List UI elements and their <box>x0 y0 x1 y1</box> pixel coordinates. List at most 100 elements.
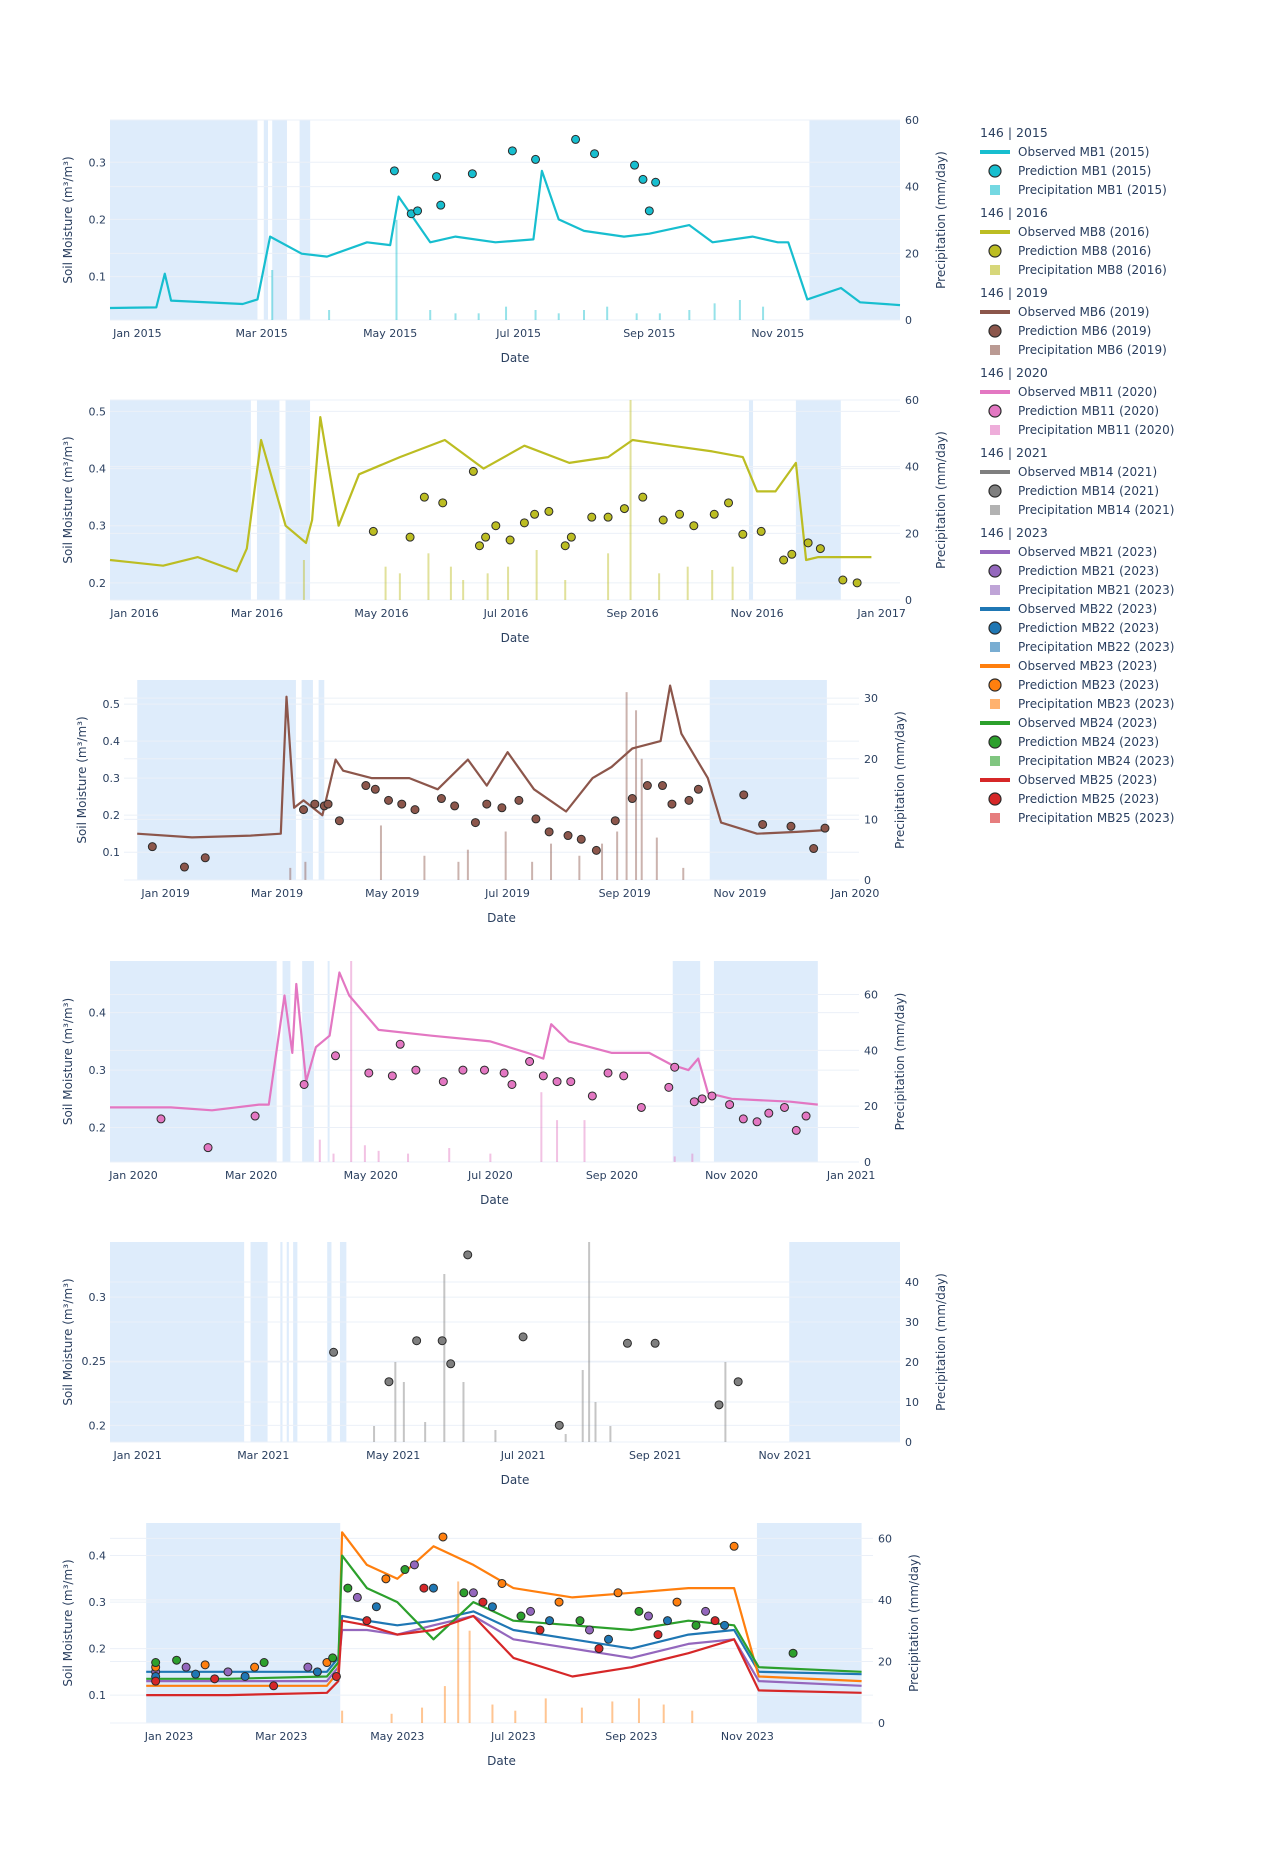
legend-item-label: Precipitation MB23 (2023) <box>1018 697 1174 711</box>
x-tick-label: Mar 2016 <box>231 607 283 620</box>
precip-bar <box>377 1150 380 1162</box>
prediction-marker <box>478 1597 488 1607</box>
precip-bar <box>688 310 691 320</box>
prediction-marker <box>322 1658 332 1668</box>
legend-bar-swatch <box>990 756 1000 766</box>
precip-bar <box>462 580 465 600</box>
shaded-period <box>327 961 330 1162</box>
prediction-marker <box>720 1620 730 1630</box>
prediction-marker <box>409 1560 419 1570</box>
legend-item-label: Prediction MB6 (2019) <box>1018 324 1151 338</box>
y-tick-label: 0.4 <box>89 1007 107 1020</box>
prediction-marker <box>352 1592 362 1602</box>
prediction-marker <box>269 1681 279 1691</box>
precip-bar <box>724 1362 727 1442</box>
prediction-marker <box>530 509 540 519</box>
prediction-marker <box>497 1578 507 1588</box>
y2-tick-label: 40 <box>905 181 919 194</box>
precip-bar <box>363 1145 366 1162</box>
precip-bar <box>691 1710 694 1723</box>
y-axis-title: Soil Moisture (m³/m³) <box>75 716 89 843</box>
precip-bar <box>594 1402 597 1442</box>
x-tick-label: Jan 2023 <box>144 1730 193 1743</box>
prediction-marker <box>487 1602 497 1612</box>
x-tick-label: Jul 2016 <box>483 607 529 620</box>
y2-tick-label: 60 <box>905 114 919 127</box>
prediction-marker <box>370 784 380 794</box>
prediction-marker <box>419 492 429 502</box>
x-tick-label: Nov 2019 <box>713 887 766 900</box>
precip-bar <box>457 1581 460 1723</box>
legend-item-label: Observed MB1 (2015) <box>1018 145 1149 159</box>
prediction-marker <box>519 518 529 528</box>
legend-bar-swatch <box>990 345 1000 355</box>
prediction-marker <box>499 1068 509 1078</box>
precip-bar <box>635 313 638 320</box>
y-axis-title: Soil Moisture (m³/m³) <box>61 1278 75 1405</box>
precip-bar <box>583 1120 586 1162</box>
precip-bar <box>390 1713 393 1723</box>
legend-bar-swatch <box>990 185 1000 195</box>
prediction-marker <box>725 1100 735 1110</box>
x-tick-label: Jan 2015 <box>112 327 161 340</box>
precip-bar <box>423 855 426 880</box>
prediction-marker <box>200 853 210 863</box>
legend-marker-swatch <box>988 324 1002 338</box>
prediction-marker <box>613 1588 623 1598</box>
y2-tick-label: 20 <box>878 1655 892 1668</box>
y-axis-title: Soil Moisture (m³/m³) <box>61 998 75 1125</box>
precip-bar <box>611 1701 614 1723</box>
prediction-marker <box>809 844 819 854</box>
observed-line <box>137 684 827 839</box>
legend-item-label: Prediction MB23 (2023) <box>1018 678 1159 692</box>
prediction-marker <box>619 504 629 514</box>
precip-bar <box>486 573 489 600</box>
precip-bar <box>468 1630 471 1723</box>
legend-item-label: Prediction MB14 (2021) <box>1018 484 1159 498</box>
legend-group-title: 146 | 2020 <box>980 365 1048 380</box>
y-tick-label: 0.2 <box>89 1419 107 1432</box>
precip-bar <box>504 831 507 880</box>
legend-item-label: Prediction MB11 (2020) <box>1018 404 1159 418</box>
precip-bar <box>606 306 609 320</box>
legend-item-label: Prediction MB25 (2023) <box>1018 792 1159 806</box>
y-tick-label: 0.3 <box>89 520 107 533</box>
x-tick-label: Mar 2021 <box>237 1449 289 1462</box>
prediction-marker <box>474 541 484 551</box>
prediction-marker <box>815 544 825 554</box>
y-axis-title: Soil Moisture (m³/m³) <box>61 436 75 563</box>
prediction-marker <box>603 1068 613 1078</box>
prediction-marker <box>413 206 423 216</box>
prediction-marker <box>312 1667 322 1677</box>
prediction-marker <box>566 532 576 542</box>
legend-group-title: 146 | 2015 <box>980 125 1048 140</box>
observed-line <box>109 416 872 573</box>
legend-item-label: Precipitation MB21 (2023) <box>1018 583 1174 597</box>
prediction-marker <box>689 1097 699 1107</box>
subplot-4: Jan 2020 Mar 2020 May 2020 Jul 2020 Sep 2020… <box>61 961 907 1207</box>
shaded-period <box>293 1242 298 1442</box>
prediction-marker <box>507 146 517 156</box>
prediction-marker <box>571 134 581 144</box>
legend-item-label: Precipitation MB8 (2016) <box>1018 263 1167 277</box>
precip-bar <box>350 961 353 1162</box>
x-axis-title: Date <box>501 351 530 365</box>
prediction-marker <box>636 1102 646 1112</box>
y2-axis-title: Precipitation (mm/day) <box>934 431 948 569</box>
prediction-marker <box>576 834 586 844</box>
prediction-marker <box>303 1662 313 1672</box>
prediction-marker <box>438 1077 448 1087</box>
prediction-marker <box>438 498 448 508</box>
prediction-marker <box>691 1620 701 1630</box>
prediction-marker <box>693 784 703 794</box>
subplots: Jan 2015 Mar 2015 May 2015 Jul 2015 Sep 2015… <box>61 114 948 1768</box>
precip-bar <box>328 310 331 320</box>
prediction-marker <box>729 1541 739 1551</box>
precip-bar <box>289 867 292 880</box>
precip-bar <box>738 300 741 320</box>
prediction-marker <box>594 1644 604 1654</box>
prediction-marker <box>468 1588 478 1598</box>
x-tick-label: Jul 2020 <box>467 1169 513 1182</box>
shaded-period <box>137 680 296 880</box>
